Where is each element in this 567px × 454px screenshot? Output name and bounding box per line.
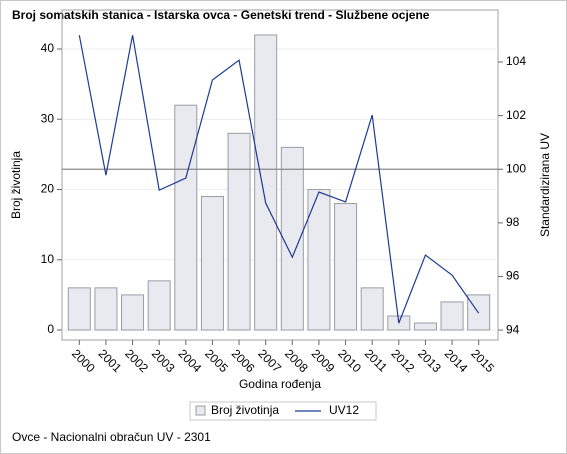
- y2-axis-label: Standardizirana UV: [538, 133, 552, 237]
- bar: [147, 280, 171, 331]
- legend-label: Broj životinja: [211, 403, 279, 417]
- y2-tick-label: 96: [506, 269, 520, 283]
- y2-tick-label: 100: [506, 161, 526, 175]
- y-axis-label: Broj životinja: [9, 151, 23, 219]
- chart-title: Broj somatskih stanica - Istarska ovca -…: [12, 8, 430, 22]
- y-tick-label: 0: [47, 322, 54, 336]
- bar: [227, 132, 251, 331]
- bar: [280, 146, 304, 331]
- footnote: Ovce - Nacionalni obračun UV - 2301: [12, 430, 211, 444]
- bar: [174, 104, 198, 331]
- y2-tick-label: 102: [506, 108, 526, 122]
- bar: [200, 196, 224, 331]
- y2-tick-label: 98: [506, 215, 520, 229]
- bar: [307, 189, 331, 331]
- plot-frame: [61, 9, 499, 341]
- y-tick-label: 20: [41, 182, 55, 196]
- legend-swatch: [195, 405, 206, 416]
- bar: [254, 34, 278, 331]
- bar: [67, 287, 91, 331]
- legend-frame: [189, 401, 377, 421]
- y-tick-label: 30: [41, 111, 55, 125]
- bar: [413, 322, 437, 331]
- bar: [121, 294, 145, 331]
- bar: [94, 287, 118, 331]
- line-series: [78, 35, 480, 324]
- y-tick-label: 40: [41, 41, 55, 55]
- legend-label: UV12: [329, 403, 359, 417]
- bar: [440, 301, 464, 331]
- bar: [360, 287, 384, 331]
- y-tick-label: 10: [41, 252, 55, 266]
- bar: [334, 203, 358, 331]
- y2-tick-label: 104: [506, 54, 526, 68]
- x-axis-label: Godina rođenja: [239, 377, 321, 391]
- y2-tick-label: 94: [506, 322, 520, 336]
